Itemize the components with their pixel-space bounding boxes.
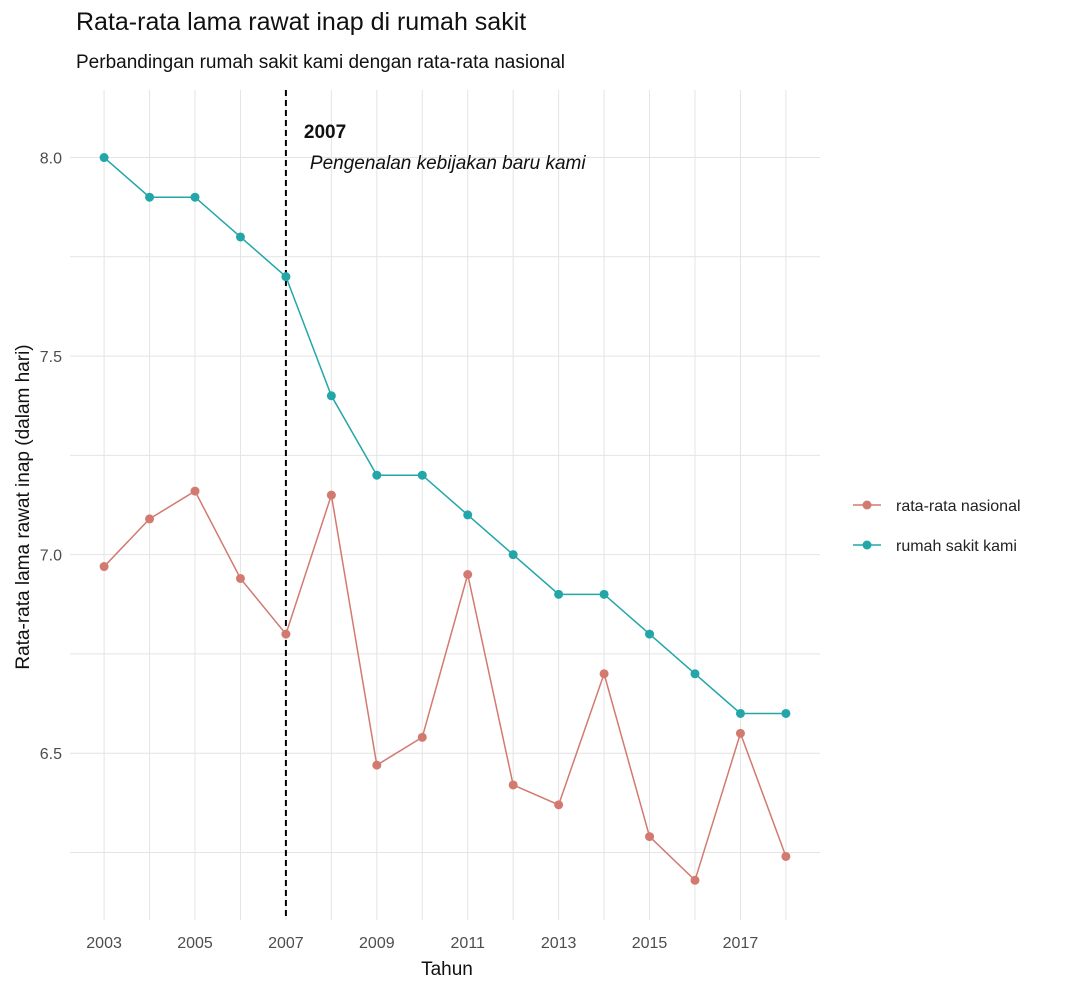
y-tick-label: 8.0 bbox=[40, 151, 62, 168]
chart-title: Rata-rata lama rawat inap di rumah sakit bbox=[76, 8, 527, 36]
legend-label: rumah sakit kami bbox=[896, 538, 1017, 555]
data-point bbox=[508, 780, 518, 790]
legend-key-point bbox=[862, 500, 872, 510]
data-point bbox=[190, 486, 200, 496]
data-point bbox=[599, 669, 609, 679]
data-point bbox=[781, 851, 791, 861]
x-tick-label: 2011 bbox=[451, 935, 486, 952]
data-point bbox=[463, 569, 473, 579]
data-point bbox=[735, 728, 745, 738]
x-tick-label: 2003 bbox=[86, 935, 122, 952]
x-axis-title: Tahun bbox=[421, 959, 473, 980]
data-point bbox=[145, 192, 155, 202]
legend: rata-rata nasional rumah sakit kami bbox=[853, 498, 1021, 555]
tick-labels: 6.5 7.0 7.5 8.0 2003 2005 2007 2009 2011 2013 2015… bbox=[40, 151, 759, 952]
data-point bbox=[235, 573, 245, 583]
data-point bbox=[145, 514, 155, 524]
data-point bbox=[99, 153, 109, 163]
data-point bbox=[417, 732, 427, 742]
data-point bbox=[463, 510, 473, 520]
x-tick-label: 2005 bbox=[177, 935, 213, 952]
data-point bbox=[372, 470, 382, 480]
data-point bbox=[781, 708, 791, 718]
data-point bbox=[554, 589, 564, 599]
series-line bbox=[103, 156, 786, 715]
x-tick-label: 2009 bbox=[359, 935, 395, 952]
data-point bbox=[372, 760, 382, 770]
data-point bbox=[99, 562, 109, 572]
data-point bbox=[235, 232, 245, 242]
annotation-year: 2007 bbox=[304, 122, 346, 143]
legend-label: rata-rata nasional bbox=[896, 498, 1021, 515]
data-point bbox=[281, 629, 291, 639]
y-axis-title: Rata-rata lama rawat inap (dalam hari) bbox=[13, 344, 34, 669]
y-tick-label: 7.5 bbox=[40, 349, 62, 366]
grid bbox=[70, 90, 820, 920]
x-tick-label: 2007 bbox=[268, 935, 304, 952]
legend-key-point bbox=[862, 540, 872, 550]
data-point bbox=[690, 875, 700, 885]
data-point bbox=[554, 800, 564, 810]
data-point bbox=[326, 490, 336, 500]
data-point bbox=[645, 629, 655, 639]
chart-subtitle: Perbandingan rumah sakit kami dengan rat… bbox=[76, 52, 566, 73]
y-tick-label: 6.5 bbox=[40, 746, 62, 763]
data-point bbox=[599, 589, 609, 599]
y-tick-label: 7.0 bbox=[40, 548, 62, 565]
data-point bbox=[417, 470, 427, 480]
annotation: 2007 Pengenalan kebijakan baru kami bbox=[284, 90, 586, 920]
x-tick-label: 2017 bbox=[723, 935, 759, 952]
series-line bbox=[103, 490, 787, 882]
x-tick-label: 2015 bbox=[632, 935, 668, 952]
annotation-text: Pengenalan kebijakan baru kami bbox=[310, 153, 586, 174]
data-point bbox=[690, 669, 700, 679]
series-lines bbox=[99, 153, 791, 885]
data-point bbox=[508, 550, 518, 560]
data-point bbox=[281, 272, 291, 282]
data-point bbox=[645, 832, 655, 842]
data-point bbox=[190, 192, 200, 202]
data-point bbox=[735, 708, 745, 718]
data-point bbox=[326, 391, 336, 401]
x-tick-label: 2013 bbox=[541, 935, 577, 952]
